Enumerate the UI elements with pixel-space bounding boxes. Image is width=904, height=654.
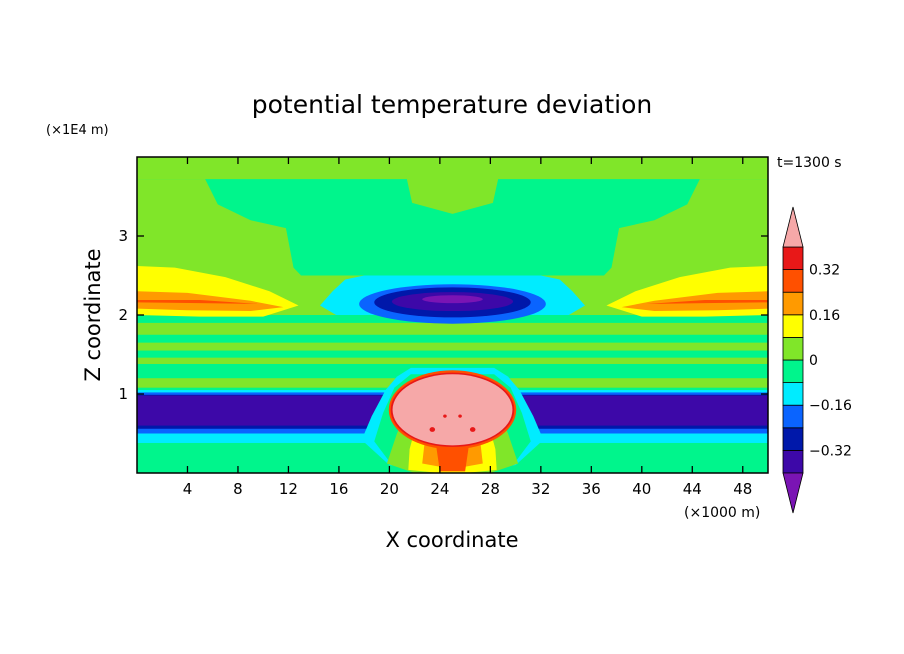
colorbar-tick-label: 0.16 [809, 308, 840, 324]
x-tick-label: 16 [329, 480, 348, 498]
x-tick-label: 28 [481, 480, 500, 498]
colorbar-swatch [782, 269, 804, 293]
x-tick-label: 44 [683, 480, 702, 498]
region-top-center [402, 157, 503, 214]
region-upper-right [603, 179, 768, 276]
colorbar: 0.32 0.16 0 −0.16 −0.32 [782, 206, 852, 514]
colorbar-tick-label: 0.32 [809, 263, 840, 279]
colorbar-swatch [782, 382, 804, 406]
y-unit-label: (×1E4 m) [46, 123, 109, 138]
contour-field [137, 157, 768, 473]
chart-title: potential temperature deviation [252, 90, 652, 119]
colorbar-swatch [782, 336, 804, 361]
x-axis: 4 8 12 16 20 24 28 32 36 40 44 48 [183, 157, 752, 498]
colorbar-tick-label: −0.16 [809, 398, 852, 414]
x-tick-label: 4 [183, 480, 193, 498]
colorbar-swatch [782, 427, 804, 451]
region-upper-left [137, 179, 302, 276]
x-tick-label: 20 [380, 480, 399, 498]
bubble-fleck-3 [443, 414, 447, 418]
colorbar-tick-label: 0 [809, 353, 818, 369]
bubble-fleck-1 [429, 427, 436, 432]
bubble-core [392, 374, 513, 446]
colorbar-under-arrow [782, 472, 804, 514]
x-tick-label: 40 [632, 480, 651, 498]
x-tick-label: 32 [531, 480, 550, 498]
colorbar-swatch [782, 449, 804, 474]
y-axis: 1 2 3 [118, 227, 768, 403]
warm-streak-right [646, 299, 768, 304]
cold-cap-core [422, 295, 483, 304]
y-tick-label: 2 [118, 306, 128, 324]
colorbar-swatch [782, 246, 804, 271]
colorbar-tick-label: −0.32 [809, 443, 852, 459]
bubble-fleck-2 [469, 427, 476, 432]
y-axis-title: Z coordinate [81, 248, 105, 381]
warm-streak-left [137, 299, 259, 304]
colorbar-over-arrow [782, 206, 804, 248]
x-unit-label: (×1000 m) [684, 505, 760, 521]
band-lime-low [137, 342, 768, 351]
y-tick-label: 1 [118, 385, 128, 403]
bubble-fleck-4 [458, 414, 462, 418]
x-tick-label: 24 [430, 480, 449, 498]
band-lime-mid [137, 322, 768, 335]
x-tick-label: 48 [733, 480, 752, 498]
colorbar-swatch [782, 359, 804, 384]
colorbar-swatch [782, 291, 804, 316]
x-axis-title: X coordinate [385, 528, 518, 552]
time-label: t=1300 s [777, 155, 842, 171]
colorbar-swatch [782, 314, 804, 338]
colorbar-swatch [782, 404, 804, 429]
band-lime-lowest [137, 357, 768, 364]
y-tick-label: 3 [118, 227, 128, 245]
x-tick-label: 12 [279, 480, 298, 498]
x-tick-label: 8 [233, 480, 243, 498]
x-tick-label: 36 [582, 480, 601, 498]
